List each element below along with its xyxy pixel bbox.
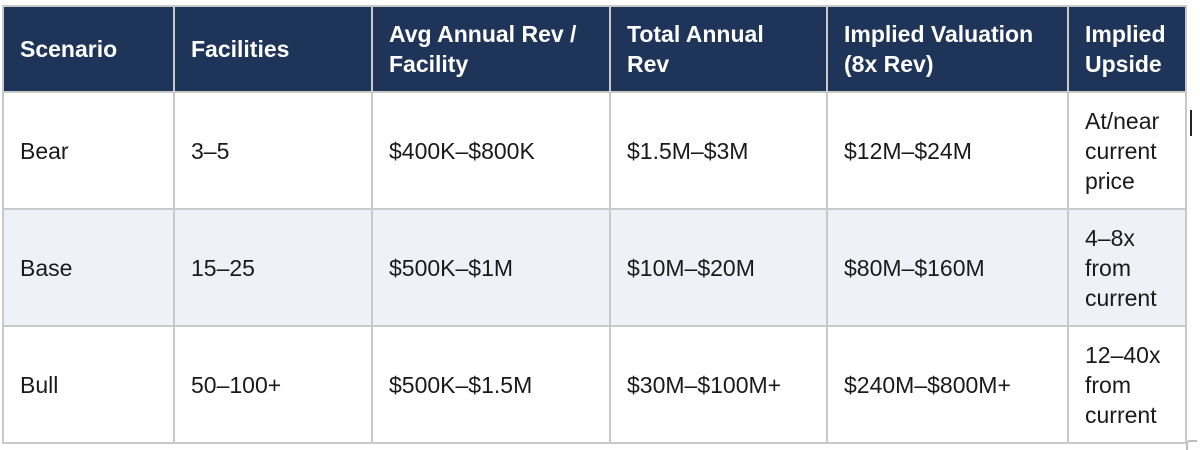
- header-avg-annual-rev: Avg Annual Rev / Facility: [371, 5, 611, 93]
- upside-line: from: [1085, 254, 1131, 281]
- header-line: Implied Valuation: [844, 21, 1034, 47]
- header-implied-upside: Implied Upside: [1067, 5, 1187, 93]
- header-line: Rev: [627, 51, 670, 77]
- cell-facilities: 50–100+: [173, 325, 373, 444]
- cell-facilities: 3–5: [173, 91, 373, 210]
- header-row: Scenario Facilities Avg Annual Rev / Faci…: [2, 5, 1187, 93]
- resize-handle-icon[interactable]: [1186, 440, 1197, 450]
- upside-line: from: [1085, 371, 1131, 398]
- cell-scenario: Bear: [2, 91, 175, 210]
- header-facilities: Facilities: [173, 5, 373, 93]
- header-line: (8x Rev): [844, 51, 934, 77]
- cell-upside: 4–8x from current: [1067, 208, 1187, 327]
- table-row-bear: Bear 3–5 $400K–$800K $1.5M–$3M $12M–$24M…: [2, 91, 1187, 210]
- cell-valuation: $240M–$800M+: [826, 325, 1069, 444]
- header-total-annual-rev: Total Annual Rev: [609, 5, 828, 93]
- cell-scenario: Base: [2, 208, 175, 327]
- table-row-base: Base 15–25 $500K–$1M $10M–$20M $80M–$160…: [2, 208, 1187, 327]
- header-scenario: Scenario: [2, 5, 175, 93]
- upside-line: current: [1085, 137, 1157, 164]
- header-line: Facility: [389, 51, 469, 77]
- cell-valuation: $80M–$160M: [826, 208, 1069, 327]
- cell-total-rev: $1.5M–$3M: [609, 91, 828, 210]
- header-line: Total Annual: [627, 21, 764, 47]
- header-line: Facilities: [191, 36, 290, 62]
- upside-line: price: [1085, 167, 1135, 194]
- cell-avg-rev: $500K–$1M: [371, 208, 611, 327]
- cell-avg-rev: $500K–$1.5M: [371, 325, 611, 444]
- header-line: Implied: [1085, 21, 1166, 47]
- upside-line: 12–40x: [1085, 341, 1161, 368]
- cell-total-rev: $10M–$20M: [609, 208, 828, 327]
- cell-total-rev: $30M–$100M+: [609, 325, 828, 444]
- cell-avg-rev: $400K–$800K: [371, 91, 611, 210]
- upside-line: current: [1085, 284, 1157, 311]
- scenario-table: Scenario Facilities Avg Annual Rev / Faci…: [2, 5, 1187, 444]
- upside-line: current: [1085, 401, 1157, 428]
- header-line: Upside: [1085, 51, 1162, 77]
- cell-upside: At/near current price: [1067, 91, 1187, 210]
- table-header: Scenario Facilities Avg Annual Rev / Faci…: [2, 5, 1187, 93]
- cell-upside: 12–40x from current: [1067, 325, 1187, 444]
- table-body: Bear 3–5 $400K–$800K $1.5M–$3M $12M–$24M…: [2, 91, 1187, 444]
- cell-facilities: 15–25: [173, 208, 373, 327]
- table-row-bull: Bull 50–100+ $500K–$1.5M $30M–$100M+ $24…: [2, 325, 1187, 444]
- upside-line: At/near: [1085, 107, 1160, 134]
- header-implied-valuation: Implied Valuation (8x Rev): [826, 5, 1069, 93]
- cell-valuation: $12M–$24M: [826, 91, 1069, 210]
- text-cursor: [1190, 110, 1192, 136]
- header-line: Scenario: [20, 36, 118, 62]
- upside-line: 4–8x: [1085, 224, 1135, 251]
- header-line: Avg Annual Rev /: [389, 21, 577, 47]
- cell-scenario: Bull: [2, 325, 175, 444]
